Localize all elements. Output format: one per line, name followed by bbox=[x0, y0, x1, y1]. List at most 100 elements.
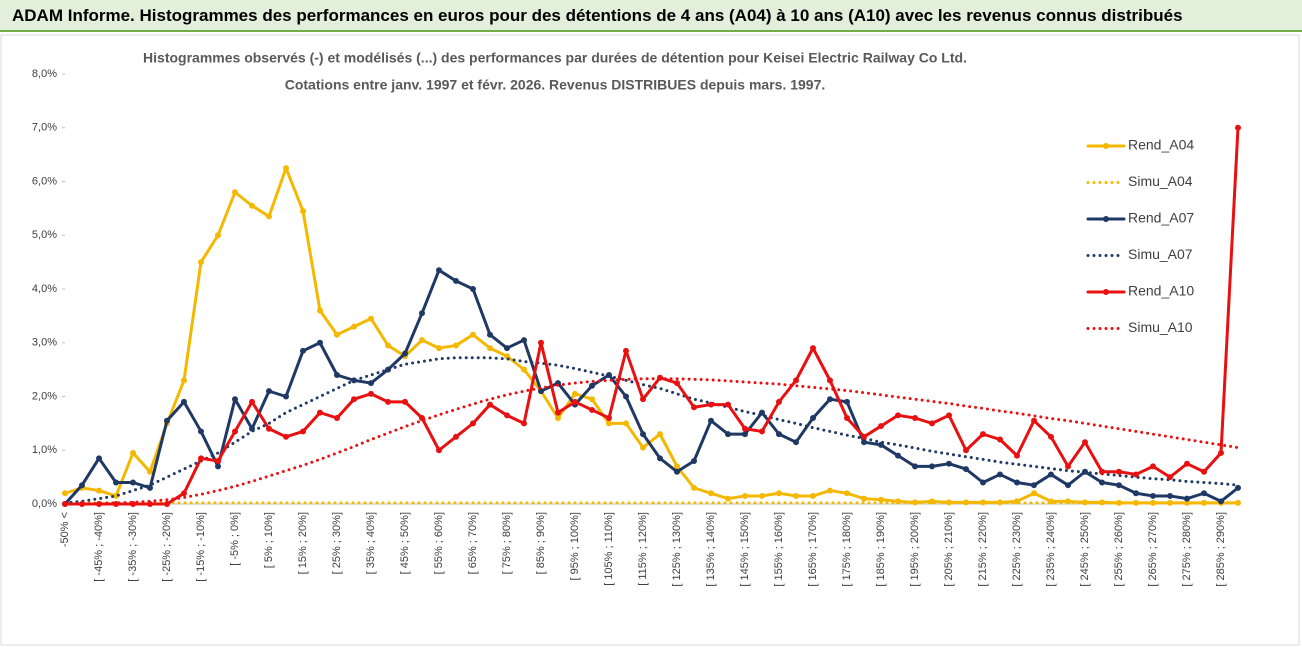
point bbox=[1150, 492, 1156, 499]
point bbox=[997, 436, 1003, 443]
x-tick-label: -50% < bbox=[59, 512, 71, 547]
point bbox=[300, 347, 306, 354]
point bbox=[300, 428, 306, 435]
point bbox=[1116, 499, 1122, 506]
point bbox=[691, 458, 697, 464]
point bbox=[504, 412, 510, 419]
point bbox=[606, 420, 612, 427]
y-tick-label: 3,0% bbox=[32, 337, 57, 349]
point bbox=[232, 396, 238, 403]
point bbox=[810, 345, 816, 352]
point bbox=[1218, 449, 1224, 456]
point bbox=[725, 431, 731, 438]
point bbox=[963, 466, 969, 473]
point bbox=[640, 444, 646, 451]
x-tick-label: [ 145% ; 150%] bbox=[739, 512, 751, 587]
point bbox=[164, 417, 170, 424]
point bbox=[96, 455, 102, 462]
point bbox=[827, 377, 833, 384]
point bbox=[844, 490, 850, 497]
point bbox=[980, 479, 986, 486]
point bbox=[1133, 490, 1139, 497]
x-tick-label: [ -45% ; -40%] bbox=[93, 512, 105, 582]
x-tick-label: [ 255% ; 260%] bbox=[1113, 512, 1125, 587]
x-tick-label: [ 15% ; 20%] bbox=[297, 512, 309, 574]
point bbox=[929, 463, 935, 470]
point bbox=[776, 398, 782, 405]
point bbox=[640, 396, 646, 403]
x-tick-label: [ 275% ; 280%] bbox=[1181, 512, 1193, 587]
point bbox=[1167, 492, 1173, 499]
point bbox=[130, 449, 136, 456]
x-tick-label: [ 215% ; 220%] bbox=[977, 512, 989, 587]
point bbox=[895, 452, 901, 459]
legend-label: Simu_A10 bbox=[1128, 319, 1193, 335]
chart-title: Histogrammes observés (-) et modélisés (… bbox=[143, 50, 967, 66]
point bbox=[249, 398, 255, 405]
point bbox=[283, 393, 289, 400]
point bbox=[1031, 490, 1037, 497]
x-tick-label: [ 115% ; 120%] bbox=[637, 512, 649, 586]
point bbox=[861, 433, 867, 440]
point bbox=[368, 390, 374, 397]
point bbox=[572, 390, 578, 397]
point bbox=[912, 415, 918, 421]
point bbox=[674, 463, 680, 470]
point bbox=[113, 479, 119, 486]
point bbox=[215, 232, 221, 239]
chart-subtitle: Cotations entre janv. 1997 et févr. 2026… bbox=[285, 77, 826, 93]
series-line bbox=[63, 268, 1240, 506]
point bbox=[266, 425, 272, 432]
series-line bbox=[63, 377, 1240, 506]
point bbox=[1048, 433, 1054, 440]
point bbox=[62, 490, 68, 497]
x-tick-label: [ 165% ; 170%] bbox=[807, 512, 819, 587]
point bbox=[929, 498, 935, 505]
point bbox=[1133, 471, 1139, 478]
point bbox=[623, 393, 629, 400]
point bbox=[555, 409, 561, 416]
x-tick-label: [ 75% ; 80%] bbox=[501, 512, 513, 574]
point bbox=[1065, 463, 1071, 470]
point bbox=[453, 433, 459, 440]
point bbox=[521, 366, 527, 373]
point bbox=[759, 428, 765, 435]
point bbox=[1184, 495, 1190, 502]
point bbox=[674, 468, 680, 475]
point bbox=[878, 496, 884, 503]
point bbox=[113, 501, 119, 507]
point bbox=[1031, 417, 1037, 424]
series-line bbox=[63, 166, 1240, 505]
point bbox=[742, 425, 748, 432]
x-tick-label: [ 175% ; 180%] bbox=[841, 512, 853, 587]
point bbox=[300, 208, 306, 215]
point bbox=[657, 455, 663, 462]
point bbox=[487, 345, 493, 352]
point bbox=[793, 377, 799, 384]
point bbox=[810, 492, 816, 499]
point bbox=[198, 428, 204, 435]
point bbox=[1218, 498, 1224, 505]
point bbox=[793, 439, 799, 446]
point bbox=[844, 398, 850, 405]
x-tick-label: [ 225% ; 230%] bbox=[1011, 512, 1023, 587]
x-tick-label: [ 65% ; 70%] bbox=[467, 512, 479, 574]
point bbox=[708, 490, 714, 497]
point bbox=[657, 431, 663, 438]
point bbox=[198, 455, 204, 462]
point bbox=[997, 471, 1003, 478]
point bbox=[198, 259, 204, 266]
point bbox=[1099, 479, 1105, 486]
y-tick-label: 5,0% bbox=[32, 229, 57, 241]
point bbox=[1184, 460, 1190, 467]
point bbox=[266, 213, 272, 220]
point bbox=[929, 420, 935, 427]
point bbox=[1133, 499, 1139, 506]
x-tick-label: [ 35% ; 40%] bbox=[365, 512, 377, 574]
point bbox=[1014, 452, 1020, 459]
x-tick-label: [ 105% ; 110%] bbox=[603, 512, 615, 586]
point bbox=[453, 342, 459, 349]
x-tick-label: [ 265% ; 270%] bbox=[1147, 512, 1159, 587]
point bbox=[878, 423, 884, 430]
point bbox=[861, 439, 867, 446]
